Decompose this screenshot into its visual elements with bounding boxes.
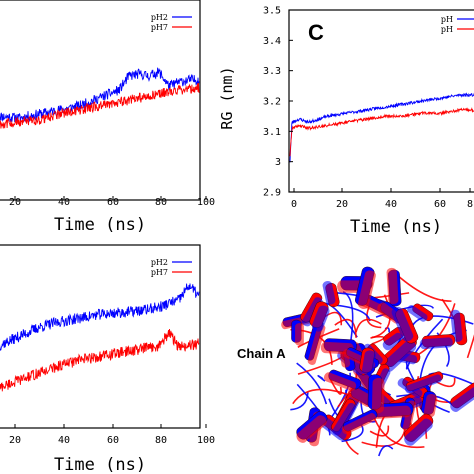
- y-tick-label: 3.5: [263, 6, 281, 17]
- helix-cylinder-overlay: [371, 377, 385, 414]
- structure-loop: [355, 318, 382, 333]
- helix-cylinder-overlay: [311, 305, 330, 332]
- x-tick-label: 20: [9, 197, 21, 208]
- legend-label: pH7: [151, 23, 168, 32]
- helix-cylinder-overlay: [357, 270, 376, 310]
- helix-cylinder-overlay: [404, 374, 442, 394]
- helix-cylinder-overlay: [407, 304, 428, 322]
- structure-loop: [369, 425, 390, 437]
- helix-cylinder-overlay: [382, 340, 417, 372]
- x-tick-label: 80: [155, 197, 167, 208]
- x-tick-label: 40: [58, 197, 70, 208]
- structure-loop: [296, 362, 328, 405]
- series-line-ph2: [289, 92, 474, 163]
- helix-cylinder-overlay: [322, 281, 336, 305]
- panel-letter: C: [308, 20, 324, 45]
- series-line-ph2: [0, 67, 200, 123]
- y-tick-label: 3.3: [263, 66, 281, 77]
- legend-label: pH: [441, 15, 453, 24]
- helix-cylinder-overlay: [347, 386, 375, 407]
- structure-loop: [334, 318, 357, 338]
- structure-loop: [428, 372, 474, 386]
- x-axis-label: Time (ns): [350, 217, 442, 237]
- x-tick-label: 40: [58, 435, 70, 446]
- helix-cylinder-overlay: [332, 402, 356, 436]
- x-tick-label: 80: [155, 435, 167, 446]
- y-tick-label: 3.2: [263, 97, 281, 108]
- x-tick-label: 100: [197, 435, 215, 446]
- x-tick-label: 0: [291, 199, 297, 210]
- helix-cylinder-overlay: [391, 306, 414, 342]
- helix-cylinder-overlay: [296, 415, 327, 443]
- helix-cylinder-overlay: [386, 267, 399, 305]
- helix-cylinder-overlay: [295, 323, 304, 346]
- y-tick-label: 3.4: [263, 36, 281, 47]
- series-line-ph7: [0, 328, 200, 392]
- structure-loop: [292, 388, 353, 405]
- structure-loop: [317, 374, 326, 382]
- structure-loop: [466, 330, 474, 359]
- protein-structure-image: Chain A: [237, 266, 474, 457]
- legend-label: pH2: [151, 13, 168, 22]
- helix-cylinder-overlay: [450, 309, 463, 342]
- x-tick-label: 8: [467, 199, 473, 210]
- plot-frame: [288, 9, 474, 193]
- y-tick-label: 3: [275, 157, 281, 168]
- x-tick-label: 20: [336, 199, 348, 210]
- legend-label: pH7: [151, 268, 168, 277]
- series-line-ph7: [0, 83, 200, 129]
- structure-loop: [290, 392, 309, 411]
- structure-loop: [392, 270, 452, 302]
- x-tick-label: 100: [197, 197, 215, 208]
- chart-panel-top-right: 0 20 40 60 8 2.9 3 3.1 3.2 3.3 3.4 3.5 RG (nm) C Time …: [218, 6, 474, 237]
- structure-loop: [370, 294, 391, 339]
- helix-cylinder-overlay: [307, 324, 326, 365]
- legend-label: pH2: [151, 258, 168, 267]
- series-line-ph2: [0, 283, 200, 351]
- helix-cylinder-overlay: [342, 413, 376, 435]
- helix-cylinder-overlay: [382, 332, 404, 351]
- helix-cylinder-overlay: [419, 337, 453, 350]
- structure-loop: [361, 423, 407, 447]
- helix-cylinder-overlay: [361, 350, 376, 376]
- structure-loop: [372, 416, 425, 449]
- legend-label: pH: [441, 25, 453, 34]
- series-line-ph7: [289, 107, 474, 157]
- x-tick-label: 60: [434, 199, 446, 210]
- y-axis-label: RG (nm): [218, 66, 236, 129]
- x-tick-label: 60: [107, 435, 119, 446]
- helix-cylinder-overlay: [323, 372, 357, 391]
- y-tick-label: 2.9: [263, 188, 281, 199]
- plot-frame: [0, 0, 201, 201]
- x-axis-label: Time (ns): [54, 455, 146, 474]
- x-tick-label: 40: [385, 199, 397, 210]
- x-tick-label: 60: [107, 197, 119, 208]
- x-tick-label: 20: [9, 435, 21, 446]
- helix-cylinder-overlay: [450, 387, 474, 412]
- structure-loop: [378, 445, 394, 457]
- x-axis-label: Time (ns): [54, 215, 146, 235]
- helix-cylinder-overlay: [404, 418, 433, 446]
- y-tick-label: 3.1: [263, 127, 281, 138]
- helix-cylinder-overlay: [423, 393, 438, 418]
- chain-label: Chain A: [237, 346, 286, 361]
